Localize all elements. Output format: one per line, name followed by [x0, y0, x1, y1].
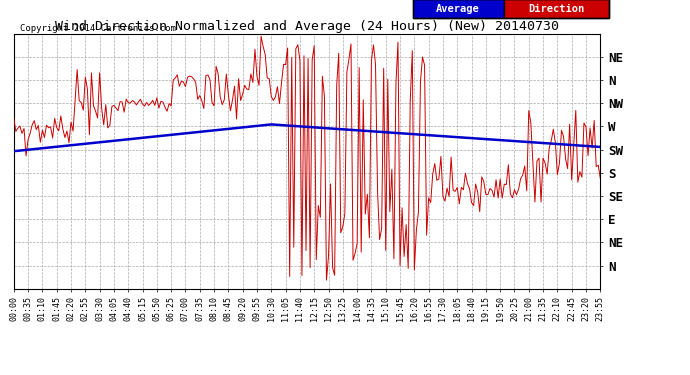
Text: Copyright 2014 Cartronics.com: Copyright 2014 Cartronics.com	[19, 24, 175, 33]
Text: Direction: Direction	[528, 4, 584, 14]
FancyBboxPatch shape	[504, 0, 609, 18]
Title: Wind Direction Normalized and Average (24 Hours) (New) 20140730: Wind Direction Normalized and Average (2…	[55, 20, 559, 33]
Text: Average: Average	[436, 4, 480, 14]
FancyBboxPatch shape	[413, 0, 504, 18]
